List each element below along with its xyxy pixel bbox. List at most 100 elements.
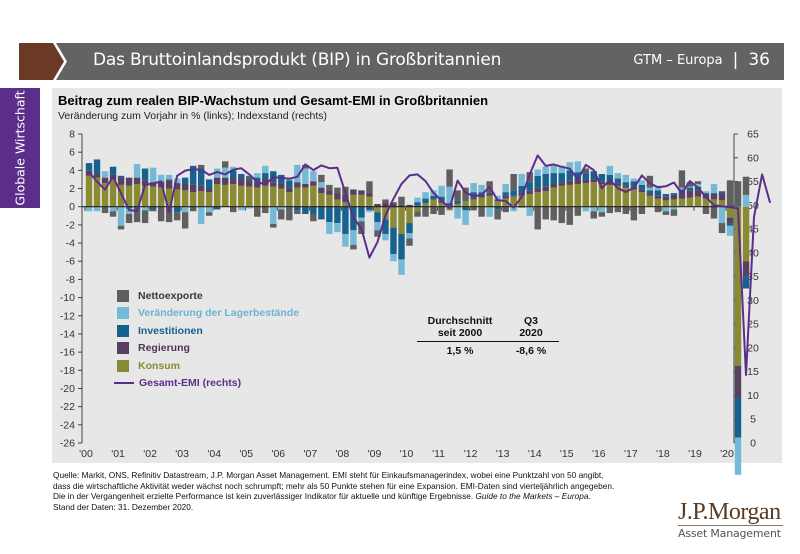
bar-segment (310, 171, 317, 182)
bar-segment (133, 163, 141, 178)
bar-segment (318, 193, 325, 207)
footnote-line-4: Stand der Daten: 31. Dezember 2020. (53, 501, 194, 512)
bar-segment (294, 164, 301, 183)
bar-segment (294, 210, 301, 214)
bar-segment (342, 202, 349, 207)
bar-segment (302, 183, 309, 188)
x-tick-label: '12 (464, 448, 478, 460)
bar-segment (550, 187, 557, 207)
bar-segment (678, 189, 686, 194)
bar-segment (302, 187, 309, 207)
bar-segment (502, 183, 509, 193)
stats-header-q3-line1: Q3 (523, 315, 538, 327)
header-arrow-shape (19, 43, 64, 80)
footnote-line-2: dass die wirtschaftliche Aktivität weder… (53, 480, 615, 491)
bar-segment (550, 164, 557, 174)
bar-segment (670, 193, 678, 195)
bar-segment (398, 233, 405, 260)
bar-segment (366, 206, 373, 211)
bar-segment (149, 209, 157, 212)
bar-segment (718, 206, 726, 224)
bar-segment (205, 192, 213, 207)
bar-segment (334, 187, 341, 194)
bar-segment (101, 183, 109, 207)
bar-segment (494, 209, 501, 220)
bar-segment (606, 181, 614, 185)
right-y-tick-label: 0 (750, 438, 756, 450)
bar-segment (149, 182, 157, 187)
bar-segment (382, 199, 389, 203)
header-separator: | (732, 50, 739, 70)
bar-segment (622, 206, 630, 214)
bar-segment (125, 206, 133, 209)
bar-segment (430, 198, 437, 200)
bar-segment (326, 190, 333, 195)
bar-segment (374, 230, 381, 237)
bar-segment (550, 206, 557, 221)
bar-segment (622, 182, 630, 186)
bar-segment (334, 223, 341, 233)
bar-segment (558, 185, 565, 207)
bar-segment (518, 195, 525, 207)
page-title: Das Bruttoinlandsprodukt (BIP) in Großbr… (93, 50, 502, 70)
bar-segment (390, 253, 397, 262)
bar-segment (246, 180, 253, 187)
bar-segment (165, 180, 173, 189)
bar-segment (510, 195, 517, 197)
bar-segment (318, 206, 325, 220)
bar-segment (438, 185, 445, 197)
bar-segment (670, 199, 678, 207)
logo-subtitle: Asset Management (678, 527, 781, 540)
bar-segment (630, 181, 638, 187)
bar-segment (222, 177, 229, 185)
legend-label: Regierung (138, 342, 190, 355)
bar-segment (286, 187, 293, 193)
right-y-tick-label: 35 (747, 271, 759, 283)
bar-segment (526, 190, 533, 194)
bar-segment (438, 196, 445, 202)
bar-segment (742, 176, 750, 195)
bar-segment (478, 206, 485, 217)
left-y-tick-label: 6 (69, 147, 75, 159)
bar-segment (278, 183, 285, 189)
bar-segment (358, 194, 365, 207)
bar-segment (398, 206, 405, 234)
bar-segment (454, 206, 461, 219)
bar-segment (478, 194, 485, 198)
x-tick-label: '17 (624, 448, 638, 460)
bar-segment (534, 169, 541, 176)
bar-segment (222, 161, 229, 168)
bar-segment (710, 193, 718, 194)
bar-segment (590, 206, 597, 212)
bar-segment (566, 184, 573, 207)
bar-segment (534, 175, 541, 188)
bar-segment (598, 173, 606, 182)
bar-segment (326, 222, 333, 234)
left-y-tick-label: -14 (60, 328, 75, 340)
left-y-tick-label: -6 (66, 256, 75, 268)
bar-segment (189, 184, 197, 193)
bar-segment (390, 203, 397, 207)
legend-label: Konsum (138, 359, 180, 372)
bar-segment (406, 204, 413, 207)
bar-segment (734, 365, 742, 398)
bar-segment (350, 230, 357, 245)
bar-segment (742, 206, 750, 262)
bar-segment (614, 206, 622, 213)
bar-segment (454, 200, 461, 204)
bar-segment (414, 202, 421, 206)
x-tick-label: '14 (528, 448, 542, 460)
bar-segment (197, 164, 205, 169)
bar-segment (85, 175, 93, 207)
bar-segment (510, 190, 517, 196)
legend-color-swatch (117, 342, 129, 355)
bar-segment (566, 162, 573, 171)
left-y-tick-label: -16 (60, 347, 75, 359)
bar-segment (214, 183, 221, 207)
bar-segment (189, 165, 197, 185)
bar-segment (254, 177, 261, 183)
x-tick-label: '15 (560, 448, 574, 460)
bar-segment (646, 187, 654, 191)
bar-segment (542, 173, 549, 187)
bar-segment (398, 196, 405, 205)
